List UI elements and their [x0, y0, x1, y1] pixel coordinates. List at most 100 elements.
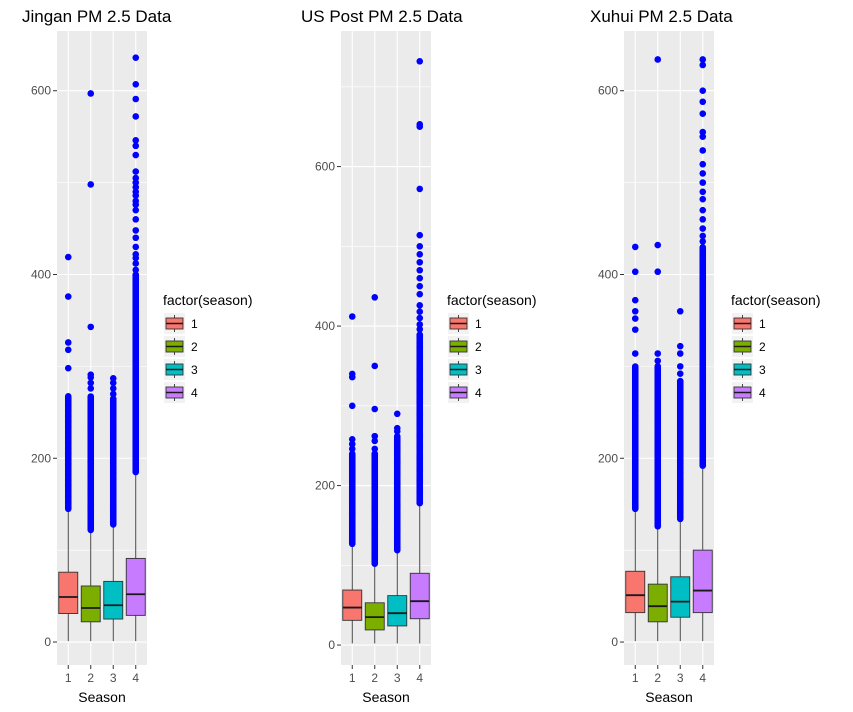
legend-key-3 [732, 359, 753, 380]
outlier-point [416, 243, 424, 250]
box-body [387, 595, 408, 627]
y-tick-label: 400 [315, 319, 335, 333]
outlier-point [132, 271, 140, 278]
box-season-3 [103, 375, 124, 642]
y-tick-label: 600 [315, 160, 335, 174]
outlier-point [109, 385, 117, 392]
y-tick-label: 200 [31, 451, 51, 465]
legend-label: 1 [191, 317, 198, 331]
legend: factor(season) 1 2 3 4 [731, 292, 820, 403]
outlier-point [416, 231, 424, 239]
x-axis-title: Season [362, 689, 409, 705]
outlier-point [132, 151, 140, 159]
outlier-point [699, 232, 707, 240]
x-tick-label: 2 [654, 671, 661, 685]
outlier-point [109, 375, 117, 382]
outlier-point [631, 326, 639, 333]
legend-label: 3 [475, 363, 482, 377]
x-tick-label: 3 [394, 671, 401, 685]
outlier-point [132, 80, 140, 88]
outlier-point [654, 363, 662, 370]
legend-key-4 [448, 382, 469, 403]
outlier-point [64, 253, 72, 261]
outlier-point [132, 188, 140, 196]
outlier-point [348, 402, 356, 410]
outlier-point [87, 181, 95, 188]
x-tick-label: 2 [87, 671, 94, 685]
outlier-point [654, 357, 662, 365]
outlier-point [416, 121, 424, 128]
chart-panel-2: US Post PM 2.5 Data 0 200 400 600 1 2 3 4 Season f… [301, 7, 536, 705]
y-tick-label: 600 [598, 84, 618, 98]
outlier-point [348, 445, 356, 453]
outlier-point [87, 393, 95, 400]
panel-title: US Post PM 2.5 Data [301, 7, 463, 26]
y-tick-label: 0 [611, 635, 618, 649]
box-season-1 [58, 253, 79, 642]
box-season-1 [625, 243, 646, 642]
x-tick-label: 1 [65, 671, 72, 685]
legend-key-4 [732, 382, 753, 403]
box-season-3 [670, 307, 691, 642]
legend: factor(season) 1 2 3 4 [163, 292, 252, 403]
x-tick-label: 1 [632, 671, 639, 685]
box-season-4 [125, 54, 146, 642]
outlier-point [676, 342, 684, 350]
outlier-point [699, 110, 707, 117]
legend-label: 4 [475, 386, 482, 400]
outlier-point [699, 179, 707, 186]
x-axis-title: Season [645, 689, 692, 705]
x-tick-label: 2 [371, 671, 378, 685]
outlier-point [699, 170, 707, 177]
outlier-point [132, 137, 140, 144]
x-tick-label: 1 [349, 671, 356, 685]
outlier-point [109, 390, 117, 398]
outlier-point [699, 195, 707, 203]
x-tick-label: 3 [677, 671, 684, 685]
outlier-point [393, 410, 401, 418]
outlier-point [371, 445, 379, 453]
box-body [58, 571, 79, 614]
outlier-point [393, 424, 401, 432]
y-tick-label: 200 [598, 451, 618, 465]
outlier-point [64, 339, 72, 346]
outlier-point [654, 350, 662, 357]
outlier-point [87, 385, 95, 392]
outlier-point [654, 268, 662, 276]
outlier-point [87, 371, 95, 378]
legend-key-4 [164, 382, 185, 403]
box-season-4 [409, 58, 430, 644]
box-season-2 [647, 56, 668, 642]
outlier-point [371, 405, 379, 413]
outlier-point [109, 395, 117, 403]
outlier-point [132, 168, 140, 175]
outlier-point [109, 379, 117, 387]
outlier-point [416, 290, 424, 298]
outlier-point [87, 379, 95, 387]
box-season-2 [80, 90, 101, 642]
outlier-point [371, 432, 379, 440]
outlier-point [676, 350, 684, 357]
plot-background [341, 31, 431, 665]
outlier-point [699, 238, 707, 245]
box-body [80, 585, 101, 623]
outlier-point [132, 243, 140, 251]
legend-label: 3 [759, 363, 766, 377]
box-season-4 [692, 56, 713, 642]
legend-key-2 [448, 336, 469, 357]
box-body [692, 549, 713, 614]
outlier-point [676, 370, 684, 378]
outlier-point [699, 216, 707, 223]
outlier-point [699, 147, 707, 154]
box-season-3 [387, 410, 408, 644]
outlier-point [416, 282, 424, 290]
outlier-point [631, 296, 639, 304]
outlier-point [64, 364, 72, 372]
legend-title: factor(season) [731, 292, 820, 308]
outlier-point [699, 225, 707, 232]
outlier-point [64, 293, 72, 300]
panel-title: Jingan PM 2.5 Data [22, 7, 172, 26]
legend-label: 1 [759, 317, 766, 331]
legend-label: 2 [475, 340, 482, 354]
